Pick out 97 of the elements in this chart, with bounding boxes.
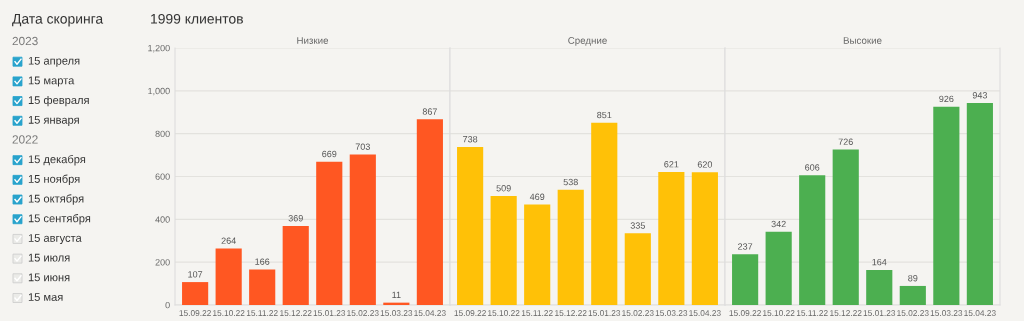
bar [765,231,792,305]
text: 15 августа [28,234,82,245]
bar [215,248,242,305]
data-label: 469 [529,193,545,200]
data-label: 738 [463,135,478,143]
x-tick-label: 15.12.22 [830,310,862,316]
y-tick-label: 200 [155,259,170,266]
x-tick-label: 15.02.23 [897,310,929,316]
chart-subtitle: Низкие [297,37,329,44]
data-label: 703 [355,143,370,150]
x-tick-label: 15.03.23 [655,310,688,316]
x-tick-label: 15.09.22 [729,310,761,316]
text: 15 октября [28,194,84,205]
bar [933,106,960,305]
data-label: 335 [630,222,645,229]
bar [249,269,276,305]
x-tick-label: 15.12.22 [280,310,312,316]
bar [282,225,309,305]
data-label: 237 [738,243,753,250]
x-tick-label: 15.09.22 [454,310,486,316]
y-tick-label: 1,200 [148,44,170,53]
x-tick-label: 15.04.23 [689,310,721,316]
x-tick-label: 15.09.22 [179,310,211,316]
bar [490,195,517,305]
bar [732,254,759,305]
bar [624,233,651,305]
text: 15 мая [28,293,63,301]
bar [591,122,618,305]
data-label: 164 [872,258,887,266]
text: Дата скоринга [12,14,104,27]
data-label: 369 [288,215,303,222]
bar [316,161,343,305]
data-label: 926 [939,95,954,103]
data-label: 89 [908,274,918,282]
text: 15 апреля [28,56,80,67]
text: 2022 [12,135,38,144]
text: 15 июля [28,253,70,262]
bar [799,175,826,305]
bar [691,172,718,305]
data-label: 620 [697,161,713,168]
x-tick-label: 15.03.23 [930,310,963,316]
x-tick-label: 15.12.22 [555,310,587,316]
bar [416,119,443,305]
bar [182,282,209,305]
bar [899,285,926,305]
text: 15 июня [28,273,70,282]
text: 15 января [28,116,79,126]
bar [524,204,551,305]
x-tick-label: 15.01.23 [313,310,346,316]
bar [349,154,376,305]
data-label: 342 [771,220,786,228]
bar [832,149,859,305]
x-tick-label: 15.01.23 [863,310,896,316]
data-label: 606 [805,164,820,171]
x-tick-label: 15.04.23 [414,310,446,316]
text: 15 февраля [28,95,89,107]
x-tick-label: 15.04.23 [964,310,996,316]
y-tick-label: 400 [155,216,170,223]
y-tick-label: 600 [155,173,170,180]
bar [966,103,993,305]
text: 15 ноября [28,174,80,186]
data-label: 166 [255,258,270,265]
x-tick-label: 15.11.22 [796,310,828,316]
data-label: 509 [496,185,511,192]
x-tick-label: 15.01.23 [588,310,621,316]
bar [457,146,484,305]
text: 15 марта [28,76,75,87]
x-tick-label: 15.11.22 [246,310,278,316]
x-tick-label: 15.02.23 [347,310,379,316]
y-tick-label: 0 [165,301,170,309]
x-tick-label: 15.10.22 [763,310,795,316]
data-label: 669 [322,150,337,158]
chart-subtitle: Средние [568,37,607,46]
data-label: 867 [422,108,437,115]
data-label: 943 [972,92,988,99]
bar [557,189,584,305]
data-label: 851 [597,111,612,119]
chart-subtitle: Высокие [843,37,882,44]
data-label: 11 [392,291,401,298]
data-label: 538 [563,178,578,186]
x-tick-label: 15.02.23 [622,310,654,316]
y-tick-label: 1,000 [148,87,170,96]
x-tick-label: 15.03.23 [380,310,413,316]
chart-title: 1999 клиентов [151,13,243,24]
data-label: 726 [838,138,853,145]
y-tick-label: 800 [155,130,170,138]
text: 15 декабря [28,154,86,166]
text: 2023 [12,36,38,46]
data-label: 107 [188,271,203,278]
x-tick-label: 15.10.22 [488,310,520,316]
data-label: 621 [664,161,679,168]
text: 15 сентября [28,214,91,225]
x-tick-label: 15.11.22 [521,310,553,316]
data-label: 264 [221,237,236,244]
bar [866,269,893,305]
bar [658,172,685,305]
x-tick-label: 15.10.22 [213,310,245,316]
